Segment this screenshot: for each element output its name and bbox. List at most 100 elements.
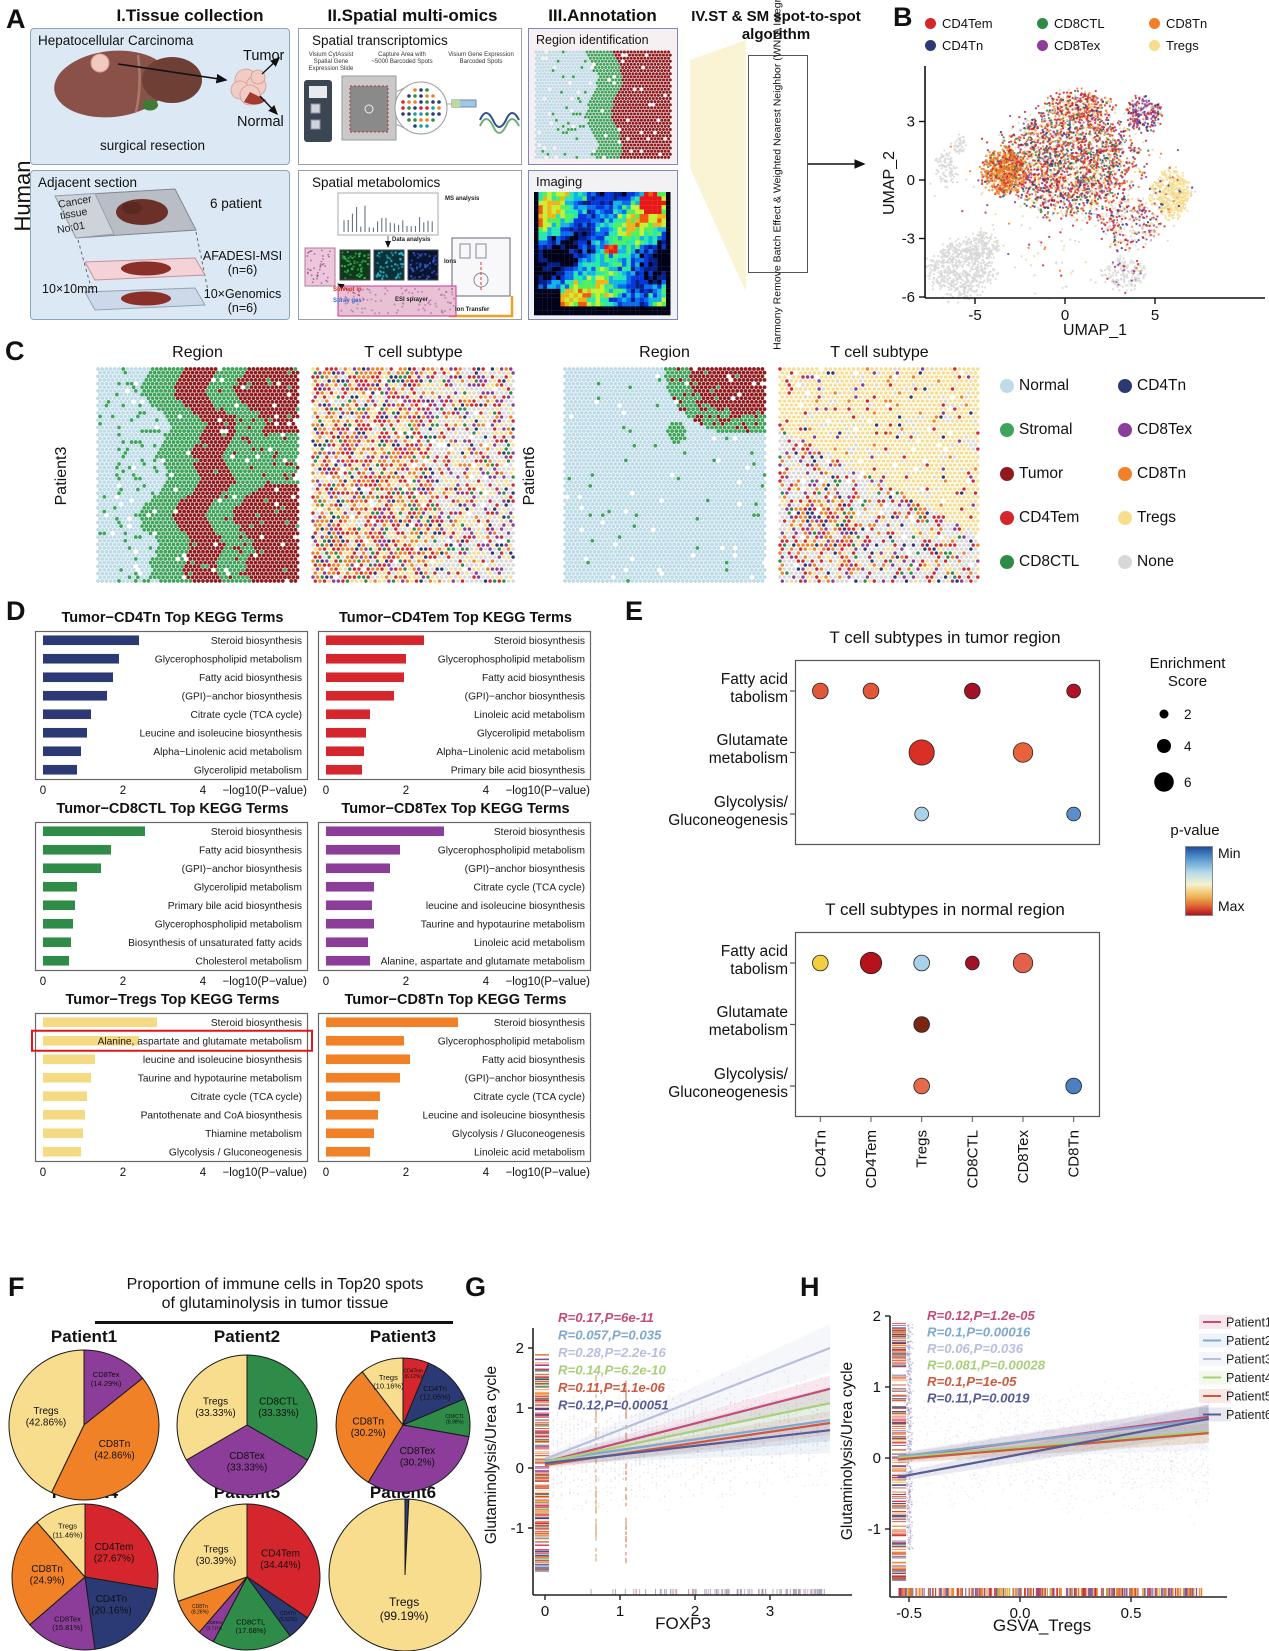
h-xlabel: GSVA_Tregs [952,1616,1132,1636]
spatial-legend: Normal Stromal Tumor CD4Tem CD8CTL CD4Tn CD8Te… [1000,372,1269,587]
spatial-legend-item: CD8CTL [1000,553,1079,571]
legend-dot [1149,18,1160,29]
spatial-legend-item: None [1118,553,1174,571]
kegg-chart-cd8tn: Tumor−CD8Tn Top KEGG Terms Steroid biosyn… [317,992,593,1180]
kegg-title: Tumor−CD8Tn Top KEGG Terms [318,992,593,1009]
kegg-title: Tumor−CD8CTL Top KEGG Terms [35,801,310,818]
patient1-title: Patient1 [24,1327,144,1347]
legend-dot [1000,511,1014,525]
kegg-title: Tumor−CD4Tn Top KEGG Terms [35,610,310,627]
spatial-legend-item: CD4Tn [1118,377,1186,395]
svg-text:Data analysis: Data analysis [392,237,431,243]
region-id-title: Region identification [536,33,649,48]
legend-dot [925,18,936,29]
row-glycolysis-1: Glycolysis/ Gluconeogenesis [628,794,788,831]
region-title-2: Region [562,344,767,363]
scatter-cloud [903,1323,1210,1551]
dot-tumor-title: T cell subtypes in tumor region [760,628,1130,648]
spatial-legend-item: Normal [1000,377,1069,395]
patient6-region-plot [563,367,767,583]
patient-count: 6 patient [210,196,262,212]
umap-legend-item: Tregs [1149,38,1199,53]
legend-label: CD8Tex [1054,38,1100,53]
pie-Patient5: CD4Tem (34.44%)CD4Tn (5.52%)CD8CTL (17.68%)… [173,1503,321,1651]
kegg-chart-tregs: Tumor−Tregs Top KEGG Terms Steroid biosyn… [31,992,313,1180]
legend-label: Tregs [1166,38,1199,53]
section-iii-title: III.Annotation [530,6,675,26]
patient6-label: Patient6 [519,436,541,516]
left-rug [535,1354,549,1572]
kegg-title: Tumor−CD4Tem Top KEGG Terms [318,610,593,627]
legend-label: Normal [1019,377,1069,395]
legend-label: CD8Tex [1137,421,1192,439]
legend-label: Tumor [1019,465,1063,483]
panel-c-label: C [5,336,25,368]
tumor-label: Tumor [243,48,284,65]
legend-dot [1118,467,1132,481]
pvalue-legend-title: p-value [1150,822,1240,840]
umap-legend-item: CD4Tn [925,38,983,53]
panel-b-label: B [893,2,913,34]
pie-title-underline [95,1321,453,1324]
foxp3-scatter: 210-10 1 2 3R=0.17,P=6e-11R=0.057,P=0.035R=… [511,1310,852,1620]
row-fatty-1: Fatty acid tabolism [628,671,788,708]
legend-dot [1037,40,1048,51]
panel-a-label: A [6,4,26,36]
pie-Patient3: CD4Tem (6.12%)CD4Tn (12.05%)CD8CTL (8.98%)C… [335,1357,471,1493]
legend-label: Tregs [1137,509,1176,527]
umap-legend-item: CD4Tem [925,16,993,31]
hcc-title: Hepatocellular Carcinoma [38,33,193,49]
kegg-chart-cd4tem: Tumor−CD4Tem Top KEGG Terms Steroid biosy… [317,610,593,798]
patient-legend: Patient1Patient2Patient3Patient4Patient5… [1199,1315,1269,1422]
size-label: 10×10mm [42,282,98,297]
panel-a-illustrations: MS analysis Data analysis Ions Solvent in Sp… [54,40,866,318]
umap-legend-item: CD8Tn [1149,16,1207,31]
sm-title: Spatial metabolomics [312,175,440,191]
bottom-rug [590,1589,825,1595]
legend-dot [1037,18,1048,29]
enrichment-legend-title: Enrichment Score [1120,655,1255,690]
dotplot-normal: CD4Tn CD4Tem Tregs CD8CTL CD8Tex CD8Tn [790,931,1101,1188]
patient6-subtype-plot [778,367,980,583]
row-glutamate-2: Glutamate metabolism [628,1004,788,1041]
g-xlabel: FOXP3 [593,1614,773,1634]
legend-label: None [1137,553,1174,571]
st-title: Spatial transcriptomics [312,33,448,49]
patient2-title: Patient2 [187,1327,307,1347]
svg-text:ESI sprayer: ESI sprayer [395,297,429,303]
normal-label: Normal [237,114,284,131]
legend-label: CD8Tn [1166,16,1207,31]
patient3-title: Patient3 [343,1327,463,1347]
patient3-subtype-plot [311,367,515,583]
legend-dot [1118,379,1132,393]
st-caption-1: Visium CytAssist Spatial Gene Expression… [300,52,362,73]
pie-Patient6: Tregs (99.19%) [328,1498,482,1651]
afadesi-n: (n=6) [200,263,285,278]
st-caption-3: Visium Gene Expression Barcoded Spots [444,52,518,66]
umap-legend: CD4Tem CD4Tn CD8CTL CD8Tex CD8Tn Tregs [925,16,1269,62]
patient3-region-plot [96,367,300,583]
pie-Patient1: CD8Tex (14.29%)CD8Tn (42.86%)Tregs (42.86%) [8,1349,160,1501]
legend-dot [1118,511,1132,525]
svg-text:Solvent in: Solvent in [333,287,362,293]
resection-label: surgical resection [100,138,205,154]
spatial-legend-item: Stromal [1000,421,1072,439]
panel-g-label: G [465,1272,486,1304]
pie-Patient2: CD8CTL (33.33%)CD8Tex (33.33%)Tregs (33.33%… [176,1354,318,1496]
legend-label: CD4Tn [942,38,983,53]
legend-dot [1000,555,1014,569]
legend-label: Stromal [1019,421,1072,439]
pvalue-max: Max [1218,898,1244,915]
kegg-title: Tumor−CD8Tex Top KEGG Terms [318,801,593,818]
region-title-1: Region [95,344,300,363]
legend-label: CD4Tem [1019,509,1079,527]
row-glutamate-1: Glutamate metabolism [628,732,788,769]
section-i-title: I.Tissue collection [80,6,300,26]
panel-e-label: E [625,596,643,628]
row-fatty-2: Fatty acid tabolism [628,943,788,980]
patient3-label: Patient3 [51,436,73,516]
subtype-title-2: T cell subtype [777,344,982,363]
spatial-legend-item: Tumor [1000,465,1063,483]
dot-normal-title: T cell subtypes in normal region [760,900,1130,920]
